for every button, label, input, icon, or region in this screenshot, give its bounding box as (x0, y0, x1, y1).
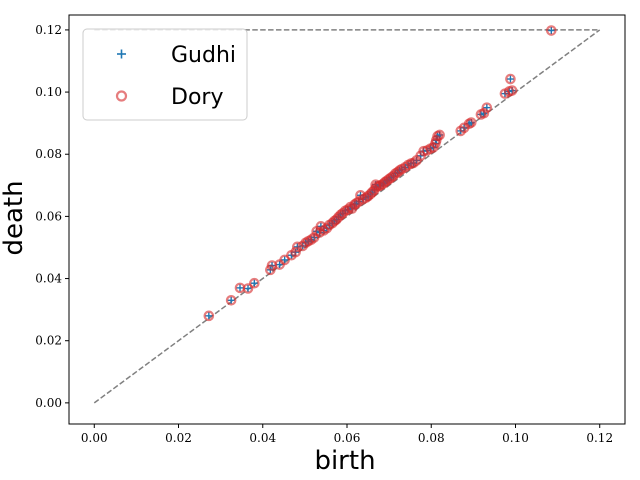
dory-point (342, 204, 354, 215)
legend-gudhi-marker (117, 49, 126, 59)
legend-box (82, 28, 248, 121)
legend: Gudhi Dory (82, 28, 248, 121)
dory-point (249, 277, 260, 289)
legend-dory-marker (115, 90, 128, 102)
x-tick-label: 0.12 (586, 431, 613, 445)
y-tick-label: 0.00 (35, 396, 62, 410)
x-tick-label: 0.10 (502, 431, 529, 445)
legend-gudhi-label: Gudhi (171, 43, 236, 68)
dory-point (203, 310, 215, 322)
y-tick-label: 0.04 (35, 272, 62, 286)
x-tick-label: 0.08 (418, 431, 445, 445)
gudhi-point (227, 296, 235, 304)
dory-point (434, 129, 445, 141)
gudhi-point (281, 256, 289, 264)
y-tick-label: 0.08 (35, 147, 62, 161)
y-tick-label: 0.12 (35, 23, 62, 37)
dory-point (242, 283, 254, 294)
x-tick-label: 0.00 (81, 431, 108, 445)
x-tick-label: 0.06 (334, 431, 361, 445)
dory-point (545, 25, 557, 36)
dory-point (506, 85, 518, 96)
y-tick-label: 0.10 (35, 85, 62, 99)
gudhi-point (244, 284, 252, 292)
dory-point (225, 295, 237, 306)
dory-point (505, 73, 516, 85)
x-axis: 0.00 0.02 0.04 0.06 0.08 0.10 0.12 (81, 424, 613, 445)
legend-dory-label: Dory (171, 85, 223, 110)
gudhi-point (547, 27, 555, 35)
gudhi-point (236, 284, 244, 292)
x-axis-label: birth (314, 446, 375, 476)
gudhi-point (250, 279, 258, 287)
y-axis-label: death (0, 180, 29, 255)
y-tick-label: 0.02 (35, 334, 62, 348)
y-axis: 0.00 0.02 0.04 0.06 0.08 0.10 0.12 (35, 23, 69, 410)
x-tick-label: 0.04 (249, 431, 276, 445)
dory-point (290, 246, 301, 258)
dory-point (465, 117, 477, 128)
gudhi-point (506, 75, 514, 83)
gudhi-point (205, 312, 213, 320)
dory-point (291, 241, 303, 253)
dory-point (481, 102, 493, 113)
dory-point (279, 254, 290, 266)
x-tick-label: 0.02 (165, 431, 192, 445)
gudhi-point (276, 261, 284, 269)
data-points (203, 25, 557, 322)
y-tick-label: 0.06 (35, 209, 62, 223)
